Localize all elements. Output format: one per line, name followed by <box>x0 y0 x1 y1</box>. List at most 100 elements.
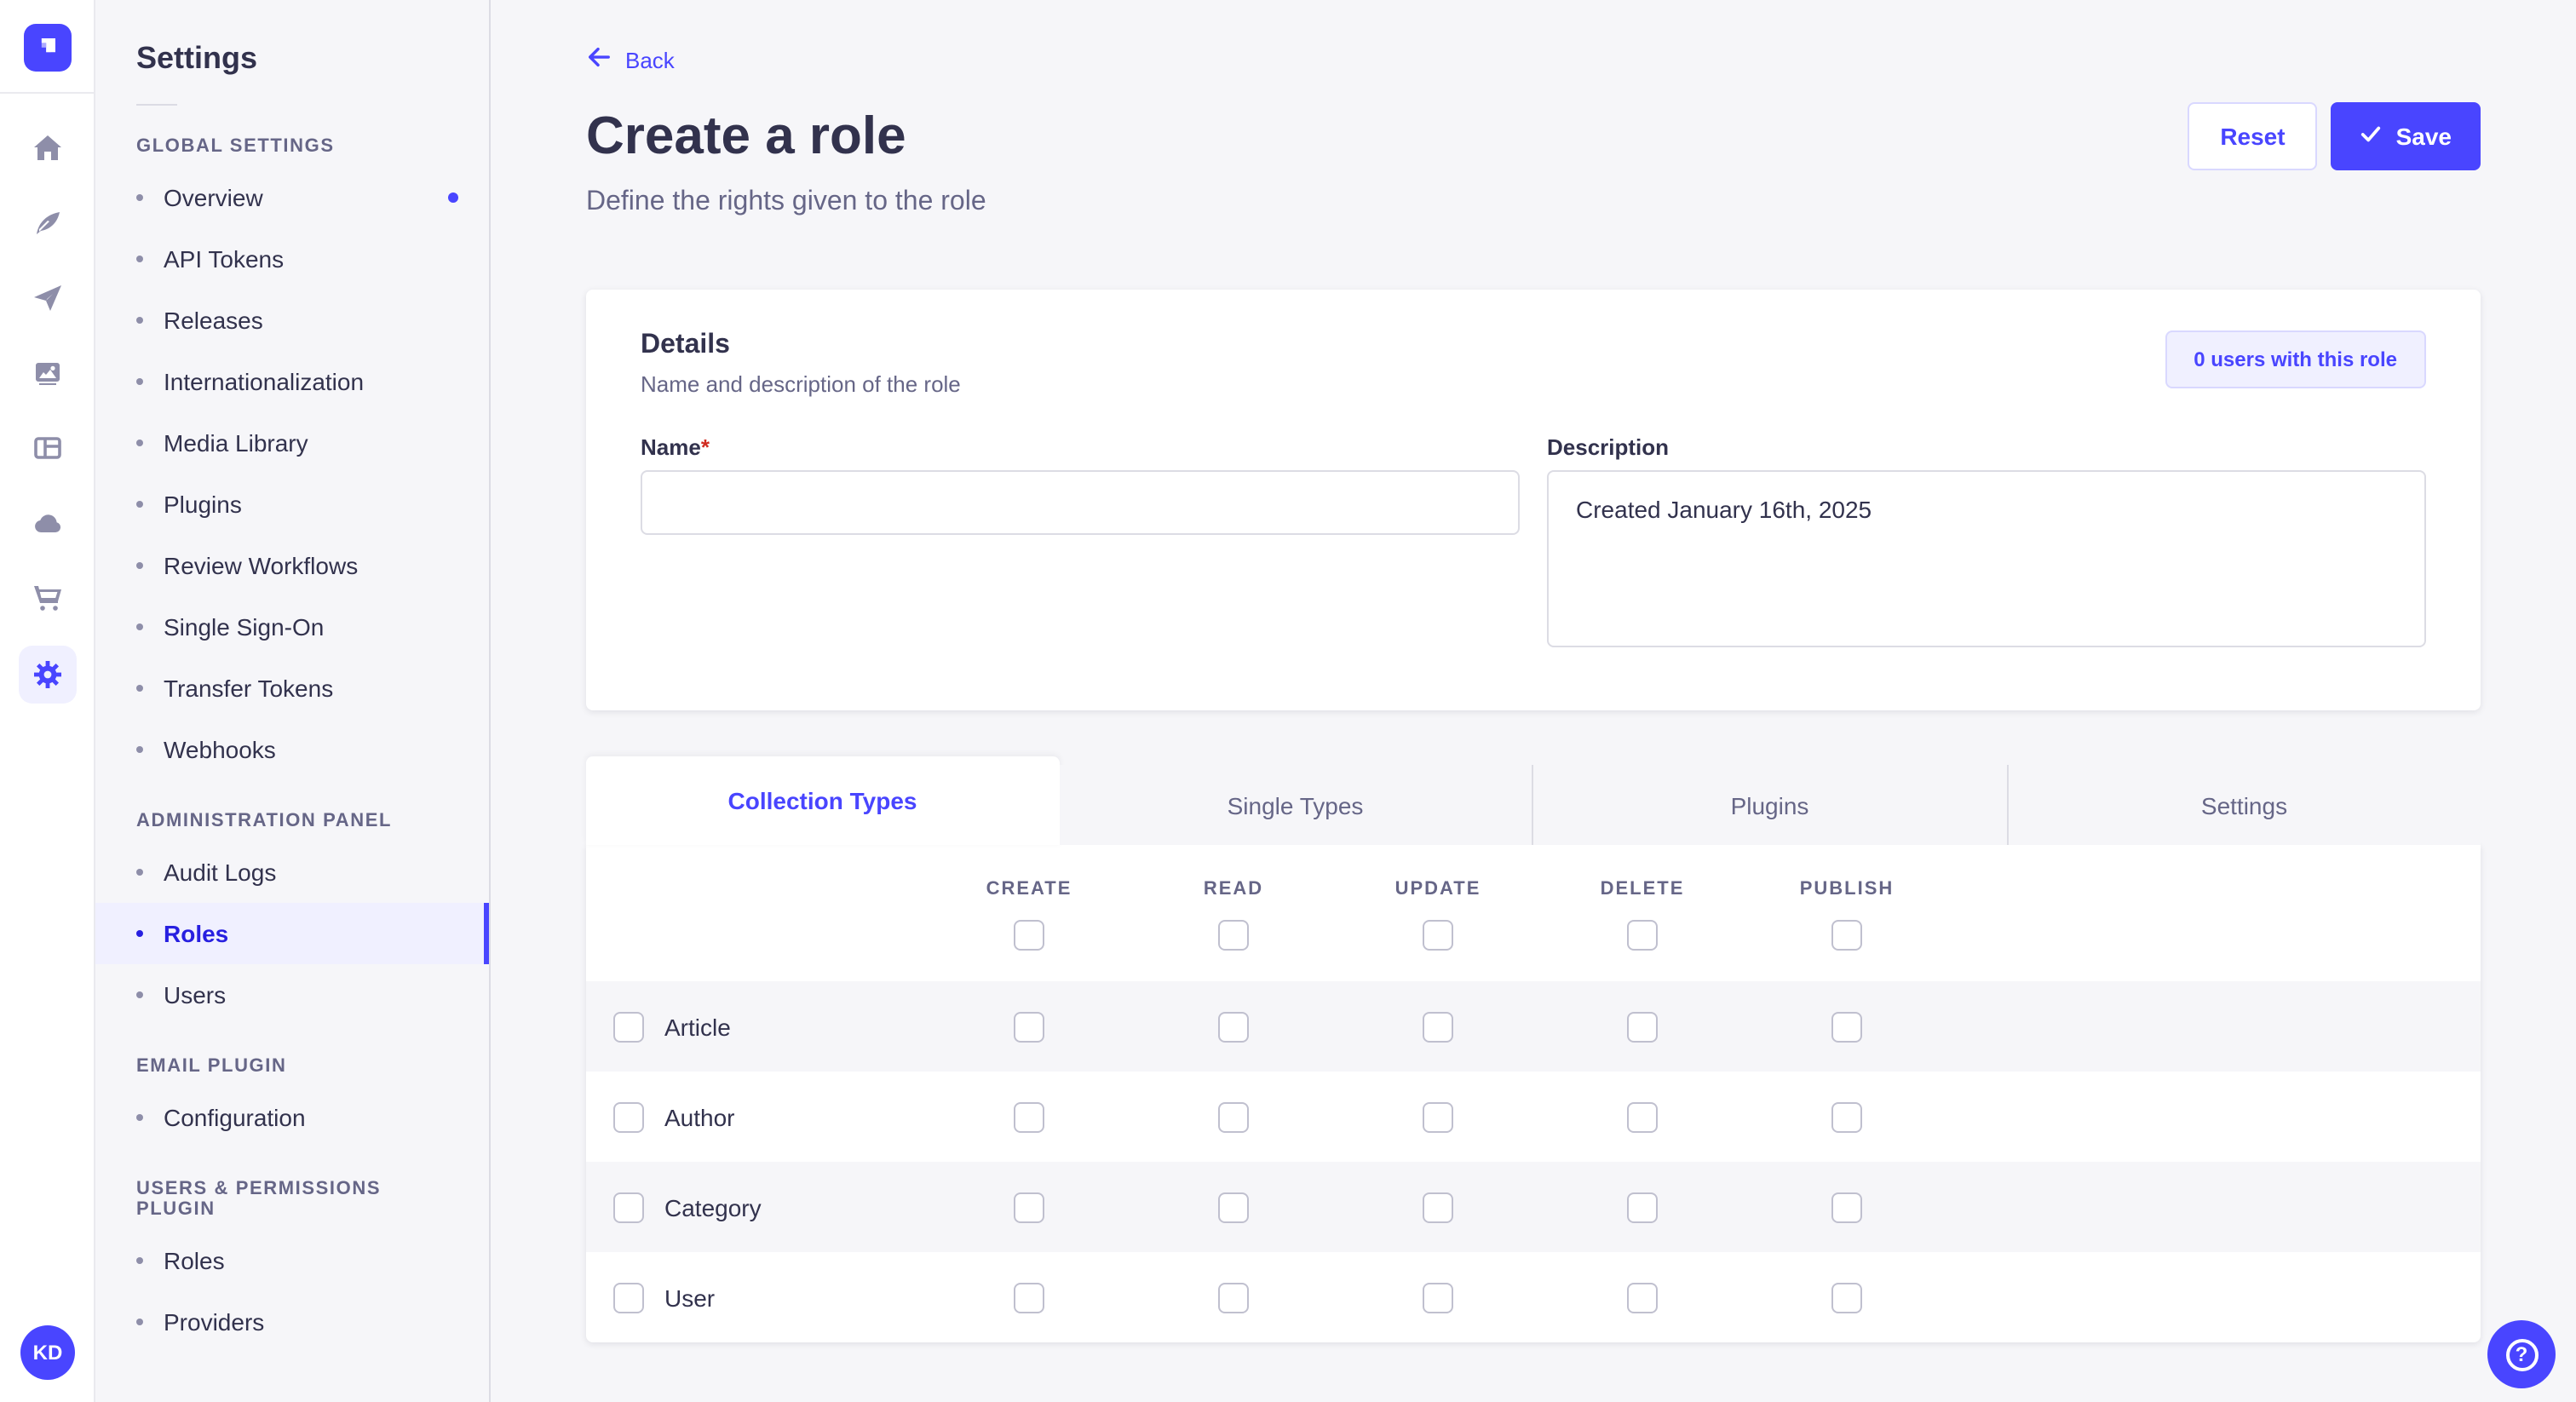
row-select-author-checkbox[interactable] <box>613 1101 644 1132</box>
settings-gear-icon[interactable] <box>18 646 76 704</box>
bullet-icon <box>136 1114 143 1121</box>
details-title: Details <box>641 330 730 359</box>
category-update-checkbox[interactable] <box>1423 1192 1453 1222</box>
author-publish-checkbox[interactable] <box>1831 1101 1862 1132</box>
article-create-checkbox[interactable] <box>1014 1011 1044 1042</box>
bullet-icon <box>136 194 143 201</box>
name-field-group: Name* <box>641 434 1520 656</box>
author-delete-checkbox[interactable] <box>1627 1101 1658 1132</box>
user-create-checkbox[interactable] <box>1014 1282 1044 1313</box>
permission-row-user: User <box>586 1252 2481 1342</box>
sidebar-item-roles-admin[interactable]: Roles <box>95 903 489 964</box>
section-heading-email-plugin: EMAIL PLUGIN <box>136 1056 287 1077</box>
media-library-icon[interactable] <box>20 346 74 400</box>
sidebar-item-api-tokens[interactable]: API Tokens <box>95 228 489 290</box>
sidebar-item-transfer-tokens[interactable]: Transfer Tokens <box>95 658 489 719</box>
sidebar-divider <box>136 104 177 106</box>
details-heading-block: Details Name and description of the role <box>641 330 961 397</box>
rail-divider <box>0 92 94 94</box>
user-publish-checkbox[interactable] <box>1831 1282 1862 1313</box>
active-indicator-bar <box>484 903 489 964</box>
permissions-table: CREATE READ UPDATE DELETE PUBLISH <box>586 845 2481 1342</box>
reset-button[interactable]: Reset <box>2188 102 2318 170</box>
tab-single-types[interactable]: Single Types <box>1059 765 1532 845</box>
permissions-section: Collection Types Single Types Plugins Se… <box>586 756 2481 1342</box>
sidebar-item-audit-logs[interactable]: Audit Logs <box>95 842 489 903</box>
save-button[interactable]: Save <box>2331 102 2481 170</box>
column-header-delete: DELETE <box>1600 879 1685 899</box>
category-delete-checkbox[interactable] <box>1627 1192 1658 1222</box>
article-delete-checkbox[interactable] <box>1627 1011 1658 1042</box>
sidebar-item-overview[interactable]: Overview <box>95 167 489 228</box>
article-read-checkbox[interactable] <box>1218 1011 1249 1042</box>
details-card: Details Name and description of the role… <box>586 290 2481 710</box>
select-all-create-checkbox[interactable] <box>1014 920 1044 951</box>
user-avatar[interactable]: KD <box>20 1325 75 1380</box>
cloud-icon[interactable] <box>20 496 74 550</box>
home-icon[interactable] <box>20 121 74 175</box>
sidebar-item-media-library[interactable]: Media Library <box>95 412 489 474</box>
name-label: Name* <box>641 434 710 460</box>
column-header-publish: PUBLISH <box>1799 879 1895 899</box>
select-all-delete-checkbox[interactable] <box>1627 920 1658 951</box>
user-read-checkbox[interactable] <box>1218 1282 1249 1313</box>
category-read-checkbox[interactable] <box>1218 1192 1249 1222</box>
section-heading-global-settings: GLOBAL SETTINGS <box>136 136 335 157</box>
icon-rail: KD <box>0 0 95 1402</box>
sidebar-item-roles-up[interactable]: Roles <box>95 1230 489 1291</box>
description-field-group: Description Created January 16th, 2025 <box>1547 434 2426 656</box>
details-header: Details Name and description of the role… <box>641 330 2426 397</box>
send-plane-icon[interactable] <box>20 271 74 325</box>
author-create-checkbox[interactable] <box>1014 1101 1044 1132</box>
category-publish-checkbox[interactable] <box>1831 1192 1862 1222</box>
description-textarea[interactable]: Created January 16th, 2025 <box>1547 470 2426 647</box>
user-update-checkbox[interactable] <box>1423 1282 1453 1313</box>
sidebar-item-releases[interactable]: Releases <box>95 290 489 351</box>
name-input[interactable] <box>641 470 1520 535</box>
category-create-checkbox[interactable] <box>1014 1192 1044 1222</box>
select-all-publish-checkbox[interactable] <box>1831 920 1862 951</box>
permissions-table-header: CREATE READ UPDATE DELETE PUBLISH <box>586 845 2481 981</box>
users-with-role-badge[interactable]: 0 users with this role <box>2165 330 2426 388</box>
row-select-category-checkbox[interactable] <box>613 1192 644 1222</box>
tab-settings[interactable]: Settings <box>2006 765 2481 845</box>
row-select-user-checkbox[interactable] <box>613 1282 644 1313</box>
user-delete-checkbox[interactable] <box>1627 1282 1658 1313</box>
article-publish-checkbox[interactable] <box>1831 1011 1862 1042</box>
permission-row-author: Author <box>586 1072 2481 1162</box>
column-header-update: UPDATE <box>1394 879 1481 899</box>
tab-collection-types[interactable]: Collection Types <box>586 756 1059 845</box>
strapi-logo[interactable] <box>23 24 71 72</box>
title-row: Create a role Reset Save <box>586 102 2481 170</box>
row-label-user: User <box>664 1284 716 1311</box>
article-update-checkbox[interactable] <box>1423 1011 1453 1042</box>
sidebar-item-providers[interactable]: Providers <box>95 1291 489 1353</box>
avatar-initials: KD <box>32 1341 63 1365</box>
help-icon: ? <box>2505 1338 2538 1370</box>
section-heading-administration-panel: ADMINISTRATION PANEL <box>136 811 393 831</box>
author-read-checkbox[interactable] <box>1218 1101 1249 1132</box>
content-manager-icon[interactable] <box>20 421 74 475</box>
tab-plugins[interactable]: Plugins <box>1532 765 2006 845</box>
sidebar-item-webhooks[interactable]: Webhooks <box>95 719 489 780</box>
back-link[interactable]: Back <box>586 44 675 75</box>
rail-nav <box>18 94 76 704</box>
select-all-update-checkbox[interactable] <box>1423 920 1453 951</box>
bullet-icon <box>136 746 143 753</box>
author-update-checkbox[interactable] <box>1423 1101 1453 1132</box>
marketplace-cart-icon[interactable] <box>20 571 74 625</box>
help-button[interactable]: ? <box>2487 1320 2556 1388</box>
permissions-tabs: Collection Types Single Types Plugins Se… <box>586 756 2481 845</box>
row-select-article-checkbox[interactable] <box>613 1011 644 1042</box>
sidebar-item-internationalization[interactable]: Internationalization <box>95 351 489 412</box>
sidebar-item-configuration[interactable]: Configuration <box>95 1087 489 1148</box>
sidebar-item-review-workflows[interactable]: Review Workflows <box>95 535 489 596</box>
sidebar-item-users[interactable]: Users <box>95 964 489 1026</box>
sidebar-item-plugins[interactable]: Plugins <box>95 474 489 535</box>
required-asterisk: * <box>700 434 710 460</box>
row-label-author: Author <box>664 1103 735 1130</box>
content-feather-icon[interactable] <box>20 196 74 250</box>
select-all-read-checkbox[interactable] <box>1218 920 1249 951</box>
sidebar-item-single-sign-on[interactable]: Single Sign-On <box>95 596 489 658</box>
